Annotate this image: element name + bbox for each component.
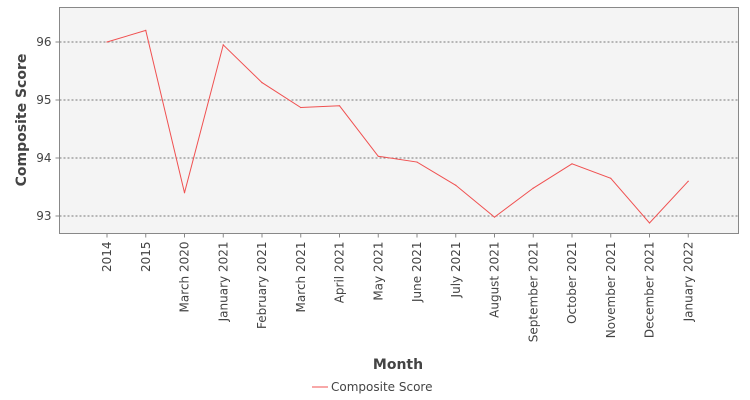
- data-point: [610, 177, 612, 179]
- x-tick-label: November 2021: [604, 242, 618, 339]
- x-tick-label: 2015: [139, 242, 153, 273]
- x-tick-label: March 2021: [294, 242, 308, 313]
- x-tick-label: January 2021: [216, 242, 230, 323]
- x-tick-label: August 2021: [488, 242, 502, 318]
- y-tick-label: 93: [36, 209, 51, 223]
- data-point: [261, 82, 263, 84]
- y-tick-labels: 93 94 95 96: [36, 35, 51, 223]
- x-tick-label: September 2021: [526, 242, 540, 343]
- x-tick-label: February 2021: [255, 242, 269, 330]
- legend: Composite Score: [312, 380, 432, 394]
- x-tick-label: 2014: [100, 242, 114, 273]
- data-point: [222, 44, 224, 46]
- x-tick-label: October 2021: [565, 242, 579, 324]
- x-ticks: 2014 2015 March 2020 January 2021 February 2…: [100, 233, 695, 343]
- x-tick-label: December 2021: [643, 242, 657, 339]
- series-layer: [106, 29, 689, 224]
- data-point: [648, 222, 651, 224]
- data-point: [377, 155, 379, 157]
- gridlines: [55, 41, 739, 217]
- x-tick-label: April 2021: [333, 242, 347, 304]
- data-point: [687, 180, 689, 182]
- data-point: [338, 105, 341, 107]
- x-tick-label: May 2021: [371, 242, 385, 301]
- data-point: [300, 106, 302, 109]
- x-axis-title: Month: [373, 357, 423, 373]
- y-axis-title: Composite Score: [14, 54, 30, 187]
- data-point: [493, 216, 496, 218]
- y-tick-label: 94: [36, 151, 51, 165]
- x-tick-label: July 2021: [449, 242, 463, 299]
- y-tick-label: 95: [36, 93, 51, 107]
- data-point: [145, 29, 147, 31]
- y-tick-label: 96: [36, 35, 51, 49]
- data-point: [416, 161, 418, 163]
- data-point: [106, 41, 108, 43]
- data-point: [455, 184, 457, 186]
- data-point: [532, 187, 534, 189]
- legend-label: Composite Score: [331, 380, 432, 394]
- x-tick-label: March 2020: [178, 242, 192, 313]
- plot-area: [59, 7, 739, 234]
- data-point: [571, 163, 573, 165]
- series-line: [106, 29, 689, 224]
- x-tick-label: June 2021: [410, 242, 424, 304]
- x-tick-label: January 2022: [681, 242, 695, 323]
- data-point: [183, 192, 186, 194]
